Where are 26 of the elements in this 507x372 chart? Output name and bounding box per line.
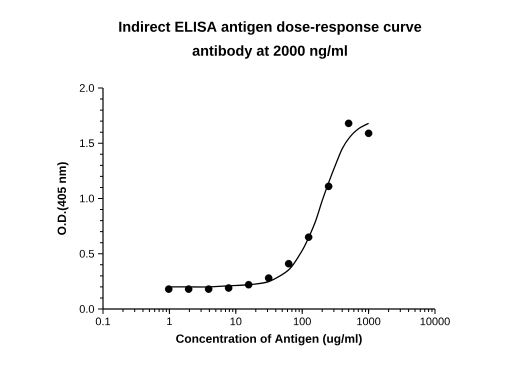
point	[164, 285, 173, 293]
x-tick-label: 10000	[420, 318, 450, 326]
chart-title: Indirect ELISA antigen dose-response curve	[119, 21, 422, 35]
point	[204, 285, 212, 293]
point	[304, 233, 312, 241]
point	[184, 285, 192, 293]
point	[344, 120, 352, 128]
y-tick-label: 0.5	[80, 250, 94, 258]
point	[364, 130, 372, 138]
x-tick-label: 0.1	[96, 318, 110, 326]
y-tick-label: 2.0	[80, 84, 94, 92]
y-tick-label: 1.5	[80, 139, 94, 148]
point	[324, 182, 332, 190]
x-axis-title: Concentration of Antigen (ug/ml)	[176, 334, 362, 346]
x-tick-label: 100	[294, 318, 311, 326]
point	[264, 274, 272, 282]
point	[224, 284, 232, 292]
x-tick-label: 1000	[357, 318, 380, 326]
point	[244, 280, 252, 288]
y-axis-title: O.D.(405 nm)	[57, 162, 68, 235]
point	[284, 260, 292, 268]
x-tick-label: 10	[230, 318, 242, 326]
y-tick-label: 0.0	[80, 305, 94, 313]
chart-subtitle: antibody at 2000 ng/ml	[192, 45, 347, 59]
x-tick-label: 1	[167, 318, 172, 326]
y-tick-label: 1.0	[80, 194, 94, 202]
